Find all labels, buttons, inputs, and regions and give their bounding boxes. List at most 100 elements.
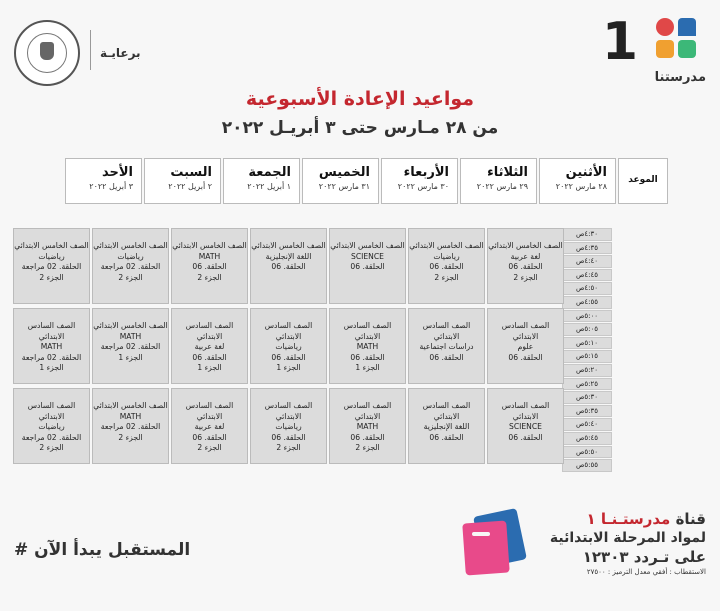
cell-line: رياضيات bbox=[433, 251, 460, 261]
schedule-cell: الصف السادس الابتدائي رياضيات الحلقة. 02 م… bbox=[13, 388, 90, 464]
cell-line: SCIENCE bbox=[351, 251, 384, 261]
cell-line: رياضيات bbox=[275, 342, 302, 351]
cell-line: دراسات اجتماعية bbox=[419, 342, 474, 351]
cell-line: الصف الخامس الابتدائي bbox=[14, 241, 89, 250]
days-header-row: الموعد الأثنين ٢٨ مارس ٢٠٢٢ الثلاثاء ٢٩ ما… bbox=[56, 158, 668, 206]
cell-line: الجزء 2 bbox=[434, 272, 459, 282]
cell-line: الصف السادس الابتدائي bbox=[422, 321, 471, 341]
cell-line: اللغة الإنجليزية bbox=[265, 251, 312, 261]
cell-line: لغة عربية bbox=[194, 422, 225, 431]
day-header-friday: الجمعة ١ أبريل ٢٠٢٢ bbox=[223, 158, 300, 204]
cell-line: الحلقة. 06 bbox=[508, 262, 543, 271]
cell-line: الحلقة. 06 bbox=[429, 432, 464, 442]
cell-line: MATH bbox=[119, 331, 142, 341]
schedule-cell: الصف الخامس الابتدائي رياضيات الحلقة. 02 م… bbox=[13, 228, 90, 304]
schedule-cell: الصف الخامس الابتدائي SCIENCE الحلقة. 06 bbox=[329, 228, 406, 304]
cell-line: الصف السادس الابتدائي bbox=[185, 321, 234, 341]
time-slot: ٥:٤٥ص bbox=[562, 431, 612, 445]
cell-line: الحلقة. 02 مراجعة bbox=[21, 432, 82, 442]
cell-line: اللغة الإنجليزية bbox=[423, 422, 470, 431]
schedule-cell: الصف السادس الابتدائي دراسات اجتماعية الحل… bbox=[408, 308, 485, 384]
schedule-cell: الصف الخامس الابتدائي MATH الحلقة. 02 مراج… bbox=[92, 308, 169, 384]
cell-line: الحلقة. 06 bbox=[271, 432, 306, 442]
cell-line: لغة عربية bbox=[194, 342, 225, 351]
cell-line: الصف السادس الابتدائي bbox=[27, 401, 76, 421]
channel-name: قناة مدرستـنـا ١ bbox=[586, 510, 706, 528]
cell-line: الصف السادس الابتدائي bbox=[501, 401, 550, 421]
cell-line: الصف السادس الابتدائي bbox=[501, 321, 550, 341]
cell-line: الجزء 2 bbox=[197, 272, 222, 282]
day-header-saturday: السبت ٢ أبريل ٢٠٢٢ bbox=[144, 158, 221, 204]
logo-dot-icon bbox=[656, 18, 674, 36]
day-header-thursday: الخميس ٣١ مارس ٢٠٢٢ bbox=[302, 158, 379, 204]
cell-line: MATH bbox=[40, 342, 63, 351]
day-header-wednesday: الأربعاء ٣٠ مارس ٢٠٢٢ bbox=[381, 158, 458, 204]
channel-number: 1 bbox=[601, 12, 638, 72]
cell-line: الصف الخامس الابتدائي bbox=[488, 241, 563, 250]
cell-line: الجزء 2 bbox=[39, 443, 64, 452]
channel-tagline: لمواد المرحلة الابتدائية bbox=[549, 530, 706, 546]
cell-line: الجزء 2 bbox=[355, 443, 380, 452]
cell-line: الصف السادس الابتدائي bbox=[343, 321, 392, 341]
schedule-cell: الصف السادس الابتدائي لغة عربية الحلقة. 06… bbox=[171, 308, 248, 384]
schedule-cell: الصف السادس الابتدائي رياضيات الحلقة. 06 ال… bbox=[250, 388, 327, 464]
schedule-cell: الصف السادس الابتدائي رياضيات الحلقة. 06 ال… bbox=[250, 308, 327, 384]
time-slot: ٥:١٥ص bbox=[562, 350, 612, 363]
schedule-cell: الصف السادس الابتدائي SCIENCE الحلقة. 06 bbox=[487, 388, 564, 464]
cell-line: الصف الخامس الابتدائي bbox=[93, 241, 168, 250]
cell-line: الجزء 1 bbox=[276, 363, 301, 372]
cell-line: الحلقة. 06 bbox=[508, 432, 543, 442]
time-slot: ٥:٥٠ص bbox=[562, 445, 612, 459]
cell-line: الحلقة. 06 bbox=[429, 352, 464, 362]
cell-line: الحلقة. 06 bbox=[271, 262, 306, 271]
cell-line: الجزء 1 bbox=[118, 352, 143, 362]
cell-line: الحلقة. 06 bbox=[429, 262, 464, 271]
footer-slogan: # المستقبل يبدأ الآن bbox=[14, 540, 191, 560]
logo-leaf-icon bbox=[678, 40, 696, 58]
schedule-cell: الصف الخامس الابتدائي MATH الحلقة. 02 مراج… bbox=[92, 388, 169, 464]
cell-line: الجزء 1 bbox=[355, 363, 380, 372]
cell-line: MATH bbox=[356, 342, 379, 351]
cell-line: الحلقة. 02 مراجعة bbox=[100, 422, 161, 431]
cell-line: MATH bbox=[119, 411, 142, 421]
schedule-cell: الصف السادس الابتدائي لغة عربية الحلقة. 06… bbox=[171, 388, 248, 464]
page-subtitle: من ٢٨ مـارس حتى ٣ أبريـل ٢٠٢٢ bbox=[221, 118, 499, 138]
books-icon bbox=[462, 508, 527, 576]
cell-line: الجزء 2 bbox=[39, 272, 64, 282]
cell-line: الجزء 1 bbox=[197, 363, 222, 372]
cell-line: الصف الخامس الابتدائي bbox=[330, 241, 405, 250]
time-slot: ٥:٢٠ص bbox=[562, 363, 612, 377]
cell-line: الصف الخامس الابتدائي bbox=[409, 241, 484, 250]
cell-line: الحلقة. 02 مراجعة bbox=[100, 342, 161, 351]
cell-line: الحلقة. 06 bbox=[192, 262, 227, 271]
schedule-cell: الصف السادس الابتدائي MATH الحلقة. 06 الجزء… bbox=[329, 308, 406, 384]
cell-line: الصف السادس الابتدائي bbox=[264, 401, 313, 421]
cell-line: الصف السادس الابتدائي bbox=[422, 401, 471, 421]
schedule-cell: الصف الخامس الابتدائي لغة عربية الحلقة. 06… bbox=[487, 228, 564, 304]
cell-line: رياضيات bbox=[38, 251, 65, 261]
cell-line: الصف الخامس الابتدائي bbox=[172, 241, 247, 250]
cell-line: MATH bbox=[198, 251, 221, 261]
cell-line: لغة عربية bbox=[510, 251, 541, 261]
cell-line: الحلقة. 02 مراجعة bbox=[21, 352, 82, 362]
cell-line: علوم bbox=[517, 342, 534, 351]
time-slot: ٥:٢٥ص bbox=[562, 377, 612, 391]
cell-line: الجزء 2 bbox=[118, 432, 143, 442]
time-column-header: الموعد bbox=[618, 158, 668, 204]
schedule-cell: الصف الخامس الابتدائي اللغة الإنجليزية الح… bbox=[250, 228, 327, 304]
cell-line: رياضيات bbox=[117, 251, 144, 261]
time-slot: ٥:٤٠ص bbox=[562, 418, 612, 431]
cell-line: الجزء 2 bbox=[118, 272, 143, 282]
channel-technical: الاستقطاب : أفقي معدل الترميز : ٢٧٥٠٠ bbox=[586, 568, 706, 576]
day-header-tuesday: الثلاثاء ٢٩ مارس ٢٠٢٢ bbox=[460, 158, 537, 204]
cell-line: الحلقة. 06 bbox=[350, 262, 385, 271]
cell-line: الحلقة. 06 bbox=[350, 352, 385, 362]
day-header-sunday: الأحد ٣ أبريل ٢٠٢٢ bbox=[65, 158, 142, 204]
cell-line: الحلقة. 06 bbox=[271, 352, 306, 362]
cell-line: الصف الخامس الابتدائي bbox=[93, 321, 168, 330]
logo-house-icon bbox=[678, 18, 696, 36]
channel-frequency: على تـردد ١٢٣٠٣ bbox=[582, 548, 706, 566]
cell-line: الحلقة. 06 bbox=[192, 352, 227, 362]
time-slot: ٤:٣٠ص bbox=[562, 228, 612, 241]
